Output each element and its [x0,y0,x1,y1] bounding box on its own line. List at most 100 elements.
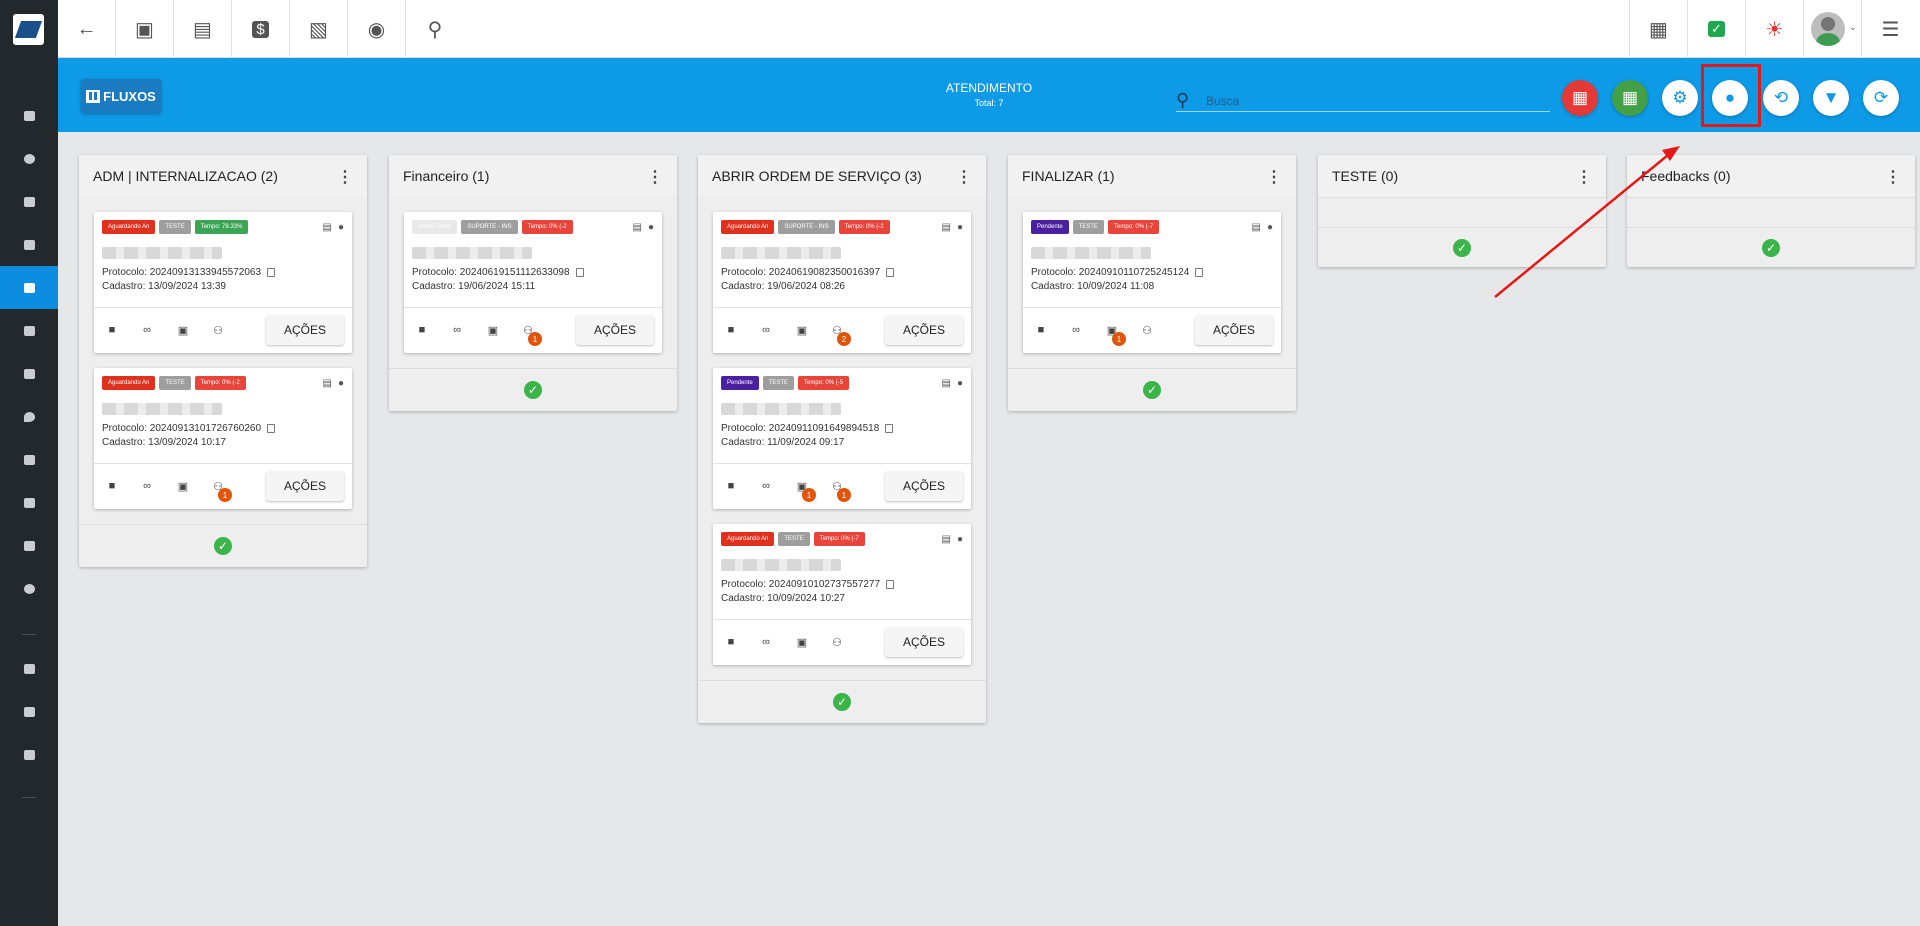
sidebar-money-icon[interactable] [0,352,58,395]
users-icon[interactable]: ⚇ [832,325,842,337]
alarm-bell-icon[interactable]: ☀ [1745,0,1803,58]
export-excel-button[interactable]: ▦ [1612,80,1648,116]
app-logo[interactable] [13,14,44,45]
sidebar-document-icon[interactable] [0,524,58,567]
flow-card[interactable]: Aguardando An TESTE Tempo: 0% (-7 ▤ ● Protoco… [713,524,971,665]
sidebar-chat-icon[interactable] [0,733,58,776]
copy-icon[interactable] [267,267,276,277]
comment-icon[interactable]: ■ [727,324,735,336]
acoes-button[interactable]: AÇÕES [1195,315,1273,345]
sidebar-list-icon[interactable] [0,438,58,481]
users-icon[interactable]: ⚇ [213,325,223,337]
document-search-icon[interactable]: ▣ [177,481,189,493]
acoes-button[interactable]: AÇÕES [266,471,344,501]
sidebar-contacts-icon[interactable] [0,180,58,223]
attachment-icon[interactable]: ∞ [762,480,770,492]
document-search-icon[interactable]: ▣ [177,325,189,337]
person-add-icon[interactable]: ● [956,222,963,233]
document-search-icon[interactable]: ▣ [487,325,499,337]
contact-card-icon[interactable]: ▣ [116,0,174,58]
export-pdf-button[interactable]: ▦ [1562,80,1598,116]
eye-icon[interactable]: ◉ [348,0,406,58]
copy-icon[interactable] [886,267,895,277]
pdf-file-icon[interactable]: ▦ [1629,0,1687,58]
users-icon[interactable]: ⚇ [832,481,842,493]
sidebar-server-icon[interactable] [0,481,58,524]
attachment-icon[interactable]: ∞ [762,636,770,648]
sidebar-location-icon[interactable] [0,395,58,438]
copy-icon[interactable] [885,423,894,433]
flow-card[interactable]: Pendente TESTE Tempo: 0% (-5 ▤ ● Protocolo: 2… [713,368,971,509]
calendar-icon[interactable]: ▤ [941,378,951,389]
check-icon[interactable]: ✓ [214,537,232,555]
flow-card[interactable]: Pendente TESTE Tempo: 0% (-7 ▤ ● Protocolo: 2… [1023,212,1281,353]
copy-icon[interactable] [575,267,584,277]
sidebar-dashboard-icon[interactable] [0,94,58,137]
sidebar-wiki-icon[interactable] [0,690,58,733]
avatar[interactable] [1811,12,1845,46]
calendar-icon[interactable]: ▤ [322,378,332,389]
settings-button[interactable]: ⚙ [1662,80,1698,116]
menu-list-icon[interactable]: ☰ [1861,0,1919,58]
person-add-icon[interactable]: ● [956,378,963,389]
column-menu-icon[interactable]: ⋮ [1885,169,1901,186]
person-add-icon[interactable]: ● [337,378,344,389]
check-icon[interactable]: ✓ [833,693,851,711]
check-icon[interactable]: ✓ [1143,381,1161,399]
person-add-icon[interactable]: ● [1266,222,1273,233]
sidebar-box-icon[interactable] [0,309,58,352]
copy-icon[interactable] [267,423,276,433]
calendar-icon[interactable]: ▤ [632,222,642,233]
terminal-icon[interactable]: ▧ [290,0,348,58]
acoes-button[interactable]: AÇÕES [576,315,654,345]
users-icon[interactable]: ⚇ [1142,325,1152,337]
user-button[interactable]: ● [1712,80,1748,116]
comment-icon[interactable]: ■ [108,480,116,492]
dollar-icon[interactable]: $ [232,0,290,58]
copy-icon[interactable] [1195,267,1204,277]
history-button[interactable]: ⟲ [1763,80,1799,116]
person-add-icon[interactable]: ● [956,534,963,545]
acoes-button[interactable]: AÇÕES [885,627,963,657]
sidebar-board-icon[interactable] [0,223,58,266]
acoes-button[interactable]: AÇÕES [885,315,963,345]
check-icon[interactable]: ✓ [1762,238,1780,257]
attachment-icon[interactable]: ∞ [762,324,770,336]
search-icon[interactable]: ⚲ [427,18,443,41]
calendar-icon[interactable]: ▤ [941,534,951,545]
sidebar-chart-icon[interactable] [0,137,58,180]
chat-check-icon[interactable]: ✓ [1687,0,1745,58]
users-icon[interactable]: ⚇ [523,325,533,337]
comment-icon[interactable]: ■ [418,324,426,336]
user-menu[interactable]: ⌄ [1803,0,1861,58]
column-menu-icon[interactable]: ⋮ [956,169,972,186]
attachment-icon[interactable]: ∞ [143,480,151,492]
flow-card[interactable]: Aguardando An TESTE Tempo: 0% (-2 ▤ ● Protoco… [94,368,352,509]
flow-card[interactable]: Aguardando An TESTE Tempo: 78.33% ▤ ● Protoco… [94,212,352,353]
calendar-icon[interactable]: ▤ [941,222,951,233]
comment-icon[interactable]: ■ [1037,324,1045,336]
attachment-icon[interactable]: ∞ [143,324,151,336]
sidebar-settings-icon[interactable] [0,567,58,610]
filter-button[interactable]: ▼ [1813,80,1849,116]
users-icon[interactable]: ⚇ [213,481,223,493]
calendar-clock-icon[interactable]: ▤ [174,0,232,58]
copy-icon[interactable] [886,579,895,589]
document-search-icon[interactable]: ▣ [796,481,808,493]
comment-icon[interactable]: ■ [727,636,735,648]
comment-icon[interactable]: ■ [108,324,116,336]
column-menu-icon[interactable]: ⋮ [1576,169,1592,186]
check-icon[interactable]: ✓ [524,381,542,399]
fluxos-button[interactable]: FLUXOS [81,79,161,113]
back-arrow-icon[interactable]: ← [58,0,116,58]
flow-card[interactable]: Aguardando An SUPORTE - INS Tempo: 0% (-2 ▤… [713,212,971,353]
document-search-icon[interactable]: ▣ [796,325,808,337]
column-menu-icon[interactable]: ⋮ [1266,169,1282,186]
flow-card[interactable]: Verdo Tivem SUPORTE - INS Tempo: 0% (-2 ▤ ● P… [404,212,662,353]
check-icon[interactable]: ✓ [1453,238,1471,257]
column-menu-icon[interactable]: ⋮ [337,169,353,186]
search-input[interactable] [1206,93,1536,108]
acoes-button[interactable]: AÇÕES [266,315,344,345]
users-icon[interactable]: ⚇ [832,637,842,649]
document-search-icon[interactable]: ▣ [1106,325,1118,337]
